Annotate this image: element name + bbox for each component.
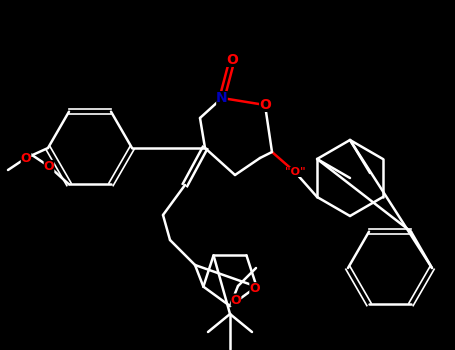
Text: O: O [259, 98, 271, 112]
Text: O: O [226, 53, 238, 67]
Text: O: O [44, 160, 54, 173]
Text: N: N [216, 91, 228, 105]
Text: O: O [231, 294, 241, 307]
Text: "O": "O" [285, 167, 305, 177]
Text: O: O [249, 282, 260, 295]
Text: O: O [20, 152, 31, 164]
